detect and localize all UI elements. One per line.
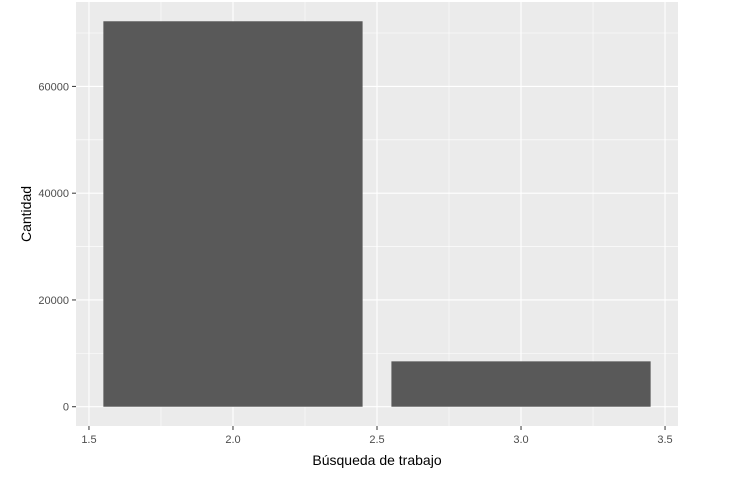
y-tick-label: 0 xyxy=(63,402,69,414)
x-tick-label: 3.5 xyxy=(657,434,672,446)
x-tick-label: 2.5 xyxy=(369,434,384,446)
bar xyxy=(103,21,363,407)
bars xyxy=(103,21,651,407)
x-tick-label: 2.0 xyxy=(225,434,240,446)
y-tick-label: 60000 xyxy=(38,81,69,93)
y-axis: 0 20000 40000 60000 xyxy=(38,81,76,414)
x-tick-label: 1.5 xyxy=(81,434,96,446)
x-axis-title: Búsqueda de trabajo xyxy=(312,452,441,468)
y-tick-label: 20000 xyxy=(38,295,69,307)
bar xyxy=(391,361,651,407)
x-axis: 1.5 2.0 2.5 3.0 3.5 xyxy=(81,426,673,446)
y-tick-label: 40000 xyxy=(38,188,69,200)
y-axis-title: Cantidad xyxy=(18,186,34,242)
x-tick-label: 3.0 xyxy=(513,434,528,446)
